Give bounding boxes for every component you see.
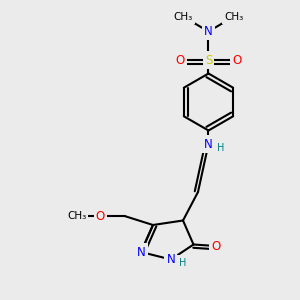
Text: O: O bbox=[232, 53, 242, 67]
Text: CH₃: CH₃ bbox=[173, 11, 193, 22]
Text: N: N bbox=[204, 25, 213, 38]
Text: CH₃: CH₃ bbox=[67, 211, 86, 221]
Text: N: N bbox=[167, 253, 176, 266]
Text: O: O bbox=[96, 209, 105, 223]
Text: H: H bbox=[179, 257, 186, 268]
Text: S: S bbox=[205, 53, 212, 67]
Text: N: N bbox=[204, 137, 213, 151]
Text: N: N bbox=[136, 245, 146, 259]
Text: CH₃: CH₃ bbox=[224, 11, 244, 22]
Text: H: H bbox=[218, 142, 225, 153]
Text: O: O bbox=[176, 53, 184, 67]
Text: O: O bbox=[212, 239, 220, 253]
